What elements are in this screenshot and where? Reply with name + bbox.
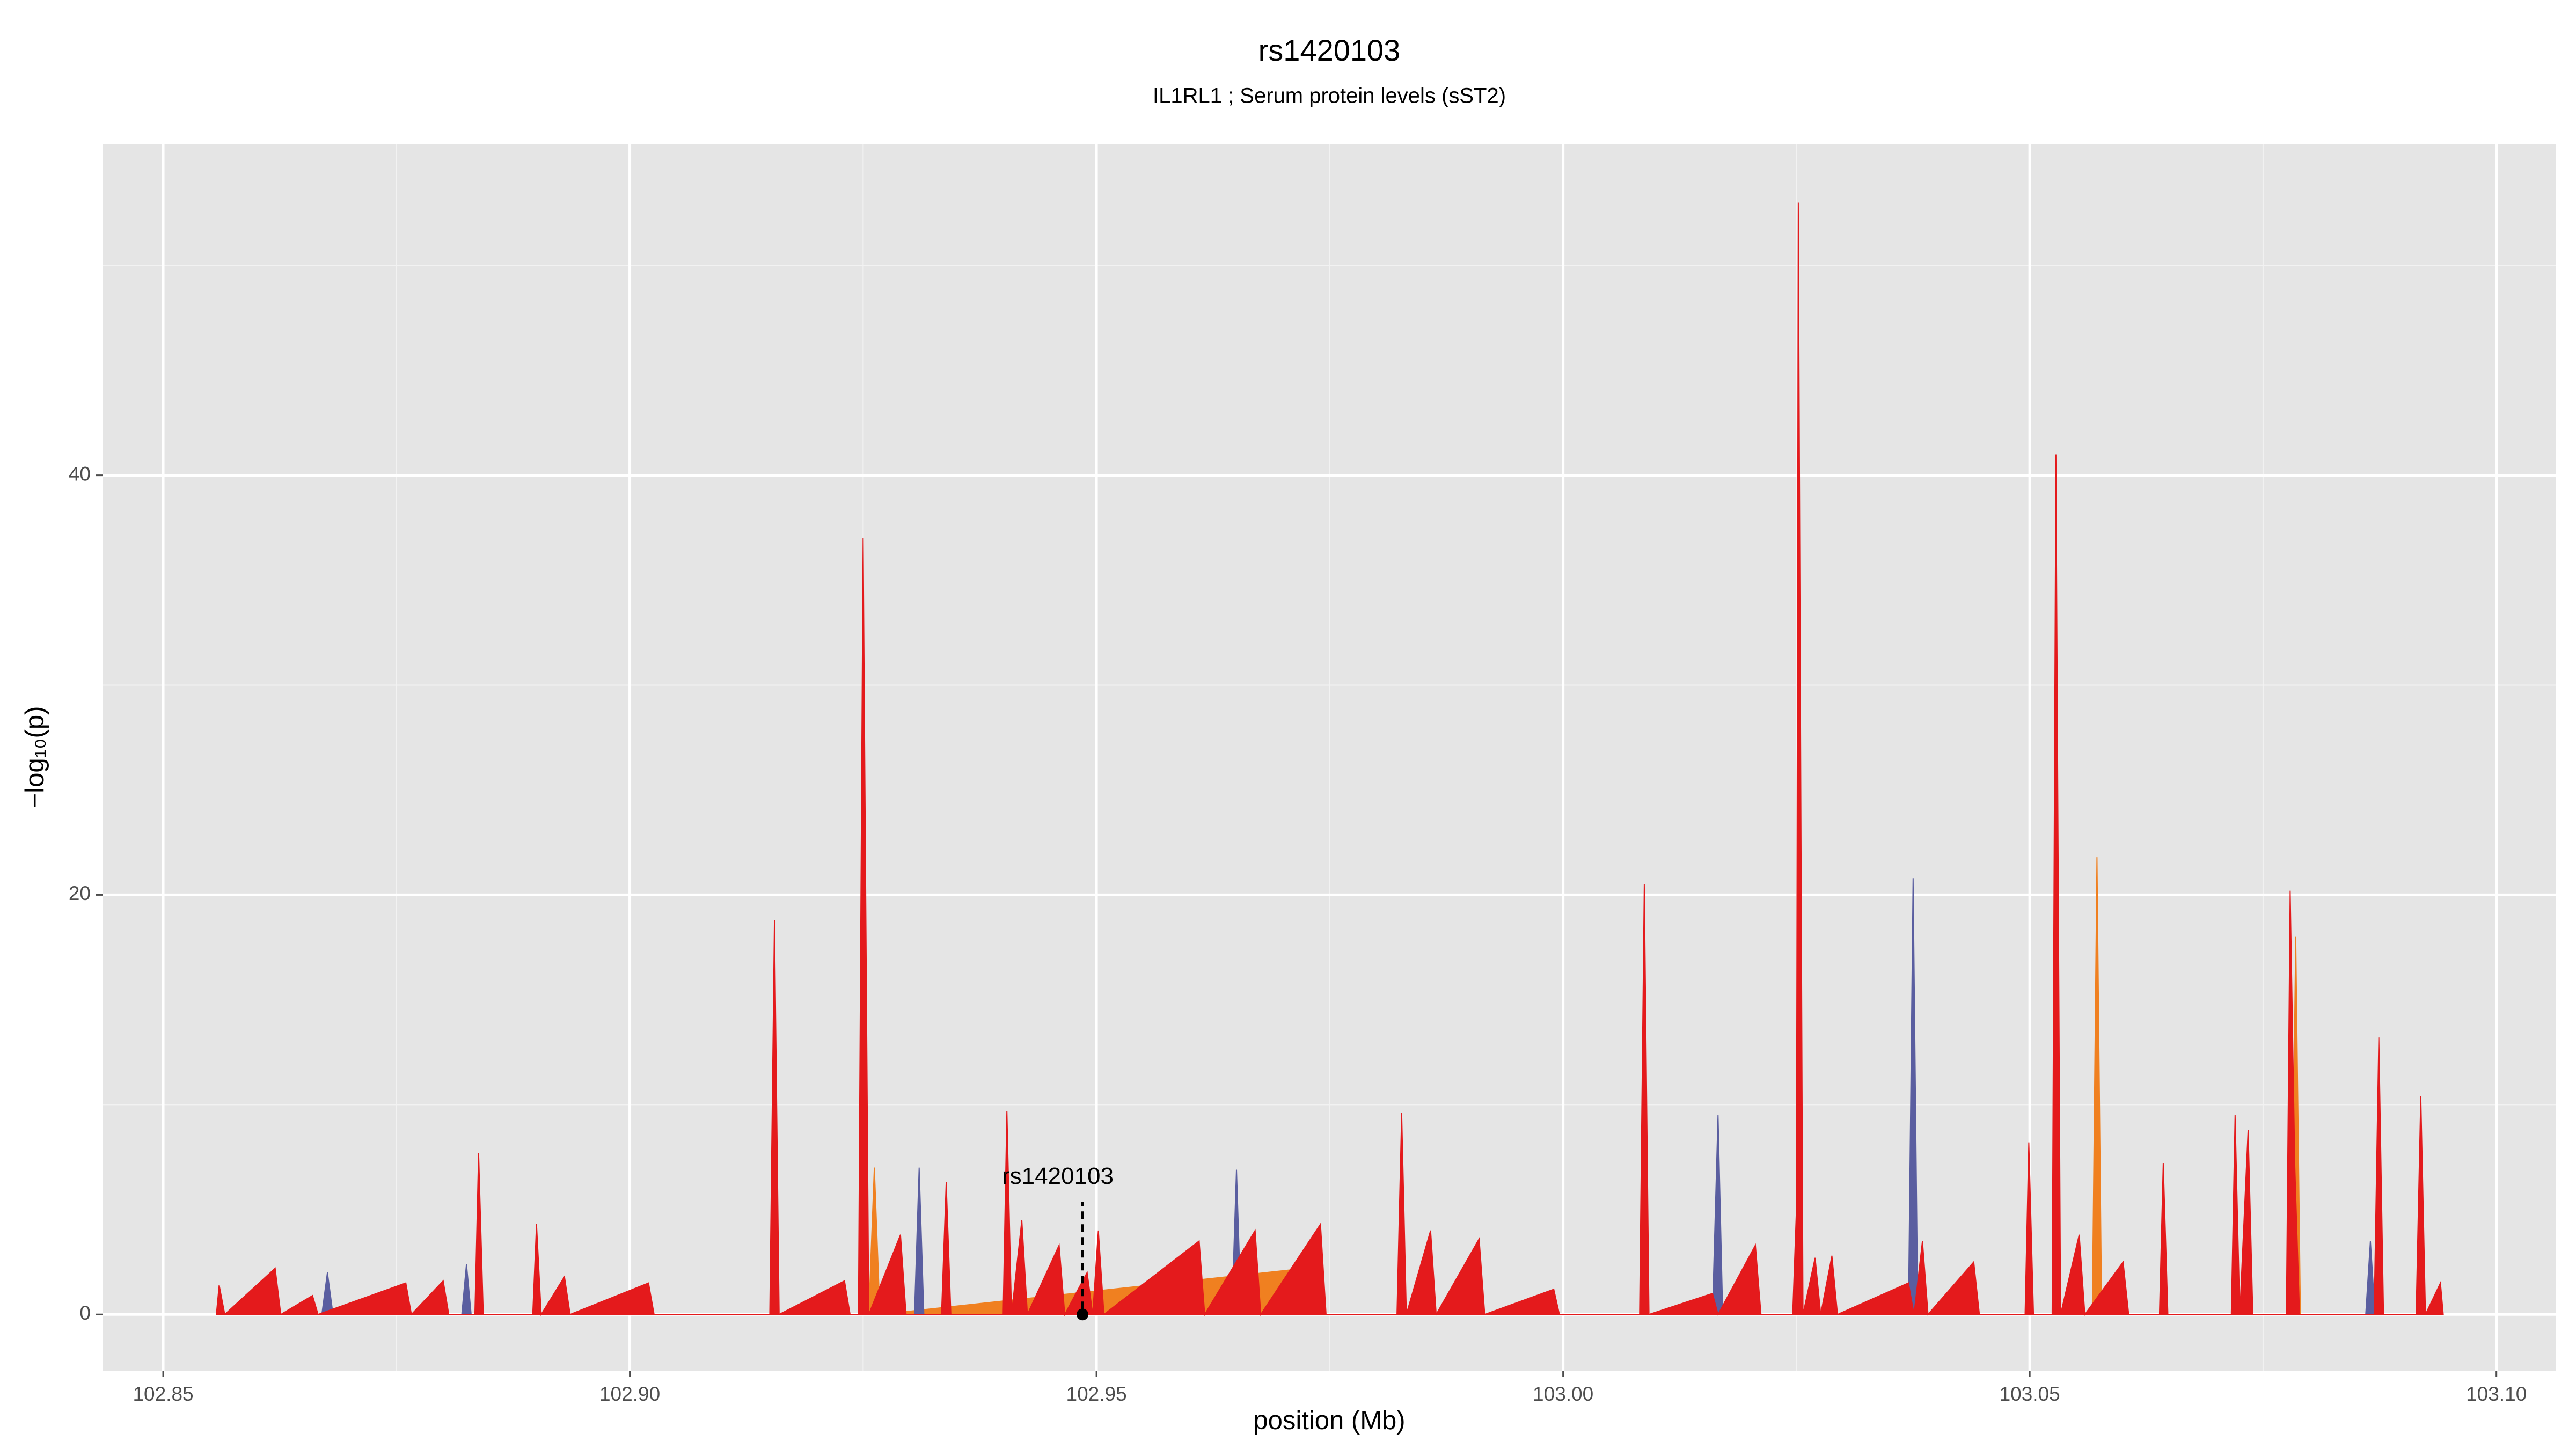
x-tick-label: 102.95 [1066,1383,1127,1405]
annotation-point [1077,1308,1089,1321]
chart-subtitle: IL1RL1 ; Serum protein levels (sST2) [1153,84,1506,108]
y-tick-label: 0 [79,1302,91,1324]
x-tick-label: 103.00 [1533,1383,1593,1405]
x-tick-label: 102.85 [133,1383,193,1405]
y-tick-label: 40 [69,463,91,485]
x-tick-label: 102.90 [599,1383,660,1405]
annotation-label: rs1420103 [1002,1163,1114,1189]
y-axis-label: −log₁₀(p) [20,706,49,809]
y-tick-label: 20 [69,882,91,904]
x-axis-label: position (Mb) [1253,1406,1405,1435]
x-tick-label: 103.05 [2000,1383,2060,1405]
x-tick-label: 103.10 [2466,1383,2527,1405]
chart-title: rs1420103 [1258,33,1401,67]
area [216,202,2444,1316]
